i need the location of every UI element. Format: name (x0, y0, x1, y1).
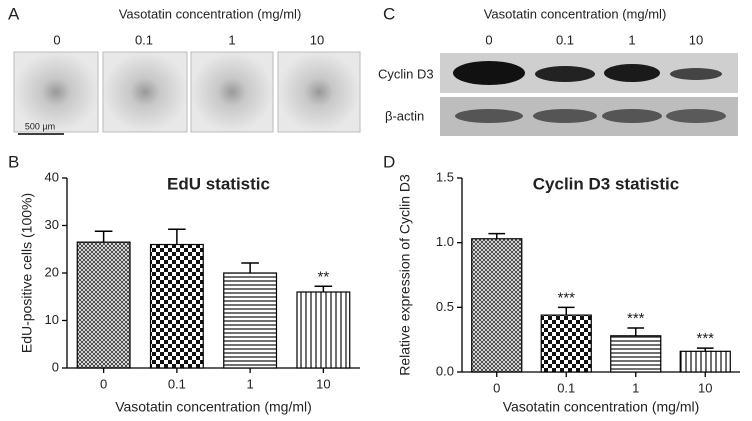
error-bar (488, 232, 506, 239)
dose-label: 10 (310, 32, 324, 47)
dose-label: 0.1 (135, 32, 153, 47)
y-axis-label: EdU-positive cells (100%) (19, 193, 35, 353)
dose-label: 1 (628, 32, 635, 47)
panel-letter: C (383, 4, 395, 23)
significance-mark: *** (557, 289, 575, 306)
bar (76, 241, 131, 369)
y-tick-label: 30 (45, 217, 59, 232)
bar (296, 291, 351, 369)
y-tick-label: 1.5 (436, 169, 454, 184)
bar (149, 243, 204, 369)
scale-bar-label: 500 µm (25, 121, 55, 131)
dose-label: 10 (689, 32, 703, 47)
bar (471, 238, 523, 373)
chart-title: EdU statistic (167, 174, 270, 193)
error-bar (314, 285, 333, 292)
error-bar (94, 230, 113, 243)
x-tick-label: 1 (247, 376, 254, 391)
significance-mark: *** (696, 330, 714, 347)
x-axis-label: Vasotatin concentration (mg/ml) (503, 399, 700, 415)
panel-letter: D (383, 152, 395, 171)
significance-mark: ** (318, 268, 330, 285)
error-bar (627, 327, 645, 336)
y-tick-label: 0 (52, 359, 59, 374)
x-tick-label: 10 (698, 380, 712, 395)
panel-title: Vasotatin concentration (mg/ml) (484, 6, 667, 21)
dose-label: 0.1 (556, 32, 574, 47)
panel-title: Vasotatin concentration (mg/ml) (119, 6, 302, 21)
chart-title: Cyclin D3 statistic (533, 174, 679, 193)
x-tick-label: 10 (316, 376, 330, 391)
bar (679, 350, 731, 373)
x-tick-label: 0.1 (557, 380, 575, 395)
y-axis-label: Relative expression of Cyclin D3 (397, 174, 413, 376)
dose-label: 1 (228, 32, 235, 47)
y-tick-label: 10 (45, 312, 59, 327)
x-tick-label: 0.1 (168, 376, 186, 391)
y-tick-label: 20 (45, 264, 59, 279)
x-tick-label: 0 (100, 376, 107, 391)
error-bar (557, 306, 575, 316)
significance-mark: *** (627, 310, 645, 327)
panel-letter: B (8, 152, 19, 171)
error-bar (241, 262, 259, 273)
x-tick-label: 1 (632, 380, 639, 395)
y-tick-label: 40 (45, 169, 59, 184)
error-bar (696, 347, 714, 352)
micrographs (13, 51, 361, 135)
x-axis-label: Vasotatin concentration (mg/ml) (115, 399, 312, 415)
x-tick-label: 0 (493, 380, 500, 395)
blot-row-label: β-actin (385, 108, 424, 123)
blot-row-label: Cyclin D3 (378, 66, 434, 81)
y-tick-label: 0.0 (436, 363, 454, 378)
bar (610, 335, 662, 373)
y-tick-label: 0.5 (436, 299, 454, 314)
dose-label: 0 (485, 32, 492, 47)
panel-letter: A (8, 4, 20, 23)
bar (540, 314, 592, 373)
bar (223, 272, 278, 369)
y-tick-label: 1.0 (436, 234, 454, 249)
error-bar (168, 228, 186, 245)
dose-label: 0 (53, 32, 60, 47)
western-blot (440, 53, 738, 136)
